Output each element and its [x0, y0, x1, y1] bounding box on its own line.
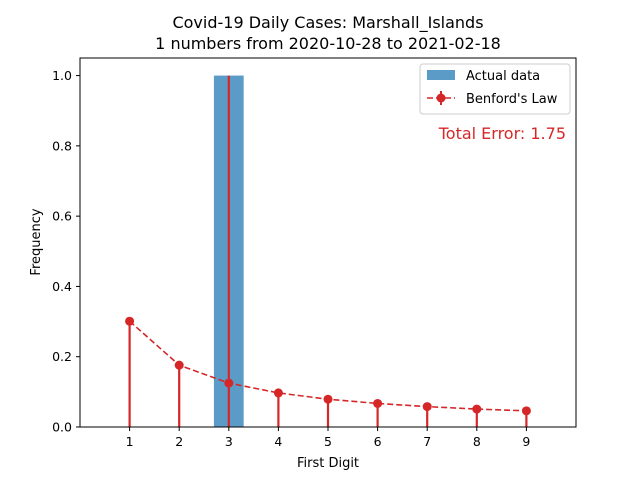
y-tick-label-0.4: 0.4 [52, 279, 72, 294]
legend-benford-label: Benford's Law [466, 92, 558, 107]
marker-digit-9 [521, 406, 531, 416]
x-tick-label-6: 6 [374, 434, 382, 449]
marker-digit-1 [125, 316, 135, 326]
marker-digit-6 [373, 398, 383, 408]
total-error-annotation: Total Error: 1.75 [438, 124, 566, 143]
y-axis-ticks: 0.0 0.2 0.4 0.6 0.8 1.0 [52, 68, 80, 435]
x-axis-ticks: 1 2 3 4 5 6 7 8 9 [126, 427, 530, 449]
y-tick-label-0.8: 0.8 [52, 138, 72, 153]
y-axis-label: Frequency [29, 208, 44, 275]
x-tick-label-5: 5 [324, 434, 332, 449]
y-tick-label-1.0: 1.0 [52, 68, 72, 83]
x-tick-label-9: 9 [522, 434, 530, 449]
marker-digit-7 [422, 402, 432, 412]
x-tick-label-3: 3 [225, 434, 233, 449]
chart-title-line2: 1 numbers from 2020-10-28 to 2021-02-18 [155, 34, 501, 53]
x-tick-label-2: 2 [175, 434, 183, 449]
x-tick-label-4: 4 [274, 434, 282, 449]
y-tick-label-0.2: 0.2 [52, 349, 72, 364]
legend-actual-label: Actual data [466, 69, 540, 84]
marker-digit-8 [472, 404, 482, 414]
x-tick-label-8: 8 [473, 434, 481, 449]
y-tick-label-0.0: 0.0 [52, 420, 72, 435]
marker-digit-4 [273, 388, 283, 398]
legend-actual-swatch [427, 70, 455, 80]
marker-digit-3 [224, 378, 234, 388]
marker-digit-5 [323, 394, 333, 404]
chart-title-line1: Covid-19 Daily Cases: Marshall_Islands [172, 13, 483, 33]
x-tick-label-1: 1 [126, 434, 134, 449]
legend: Actual data Benford's Law [419, 63, 571, 115]
benford-markers [125, 316, 531, 416]
x-tick-label-7: 7 [423, 434, 431, 449]
marker-digit-2 [174, 360, 184, 370]
x-axis-label: First Digit [297, 456, 359, 471]
legend-box [419, 63, 571, 115]
y-tick-label-0.6: 0.6 [52, 209, 72, 224]
legend-benford-marker [436, 93, 446, 103]
